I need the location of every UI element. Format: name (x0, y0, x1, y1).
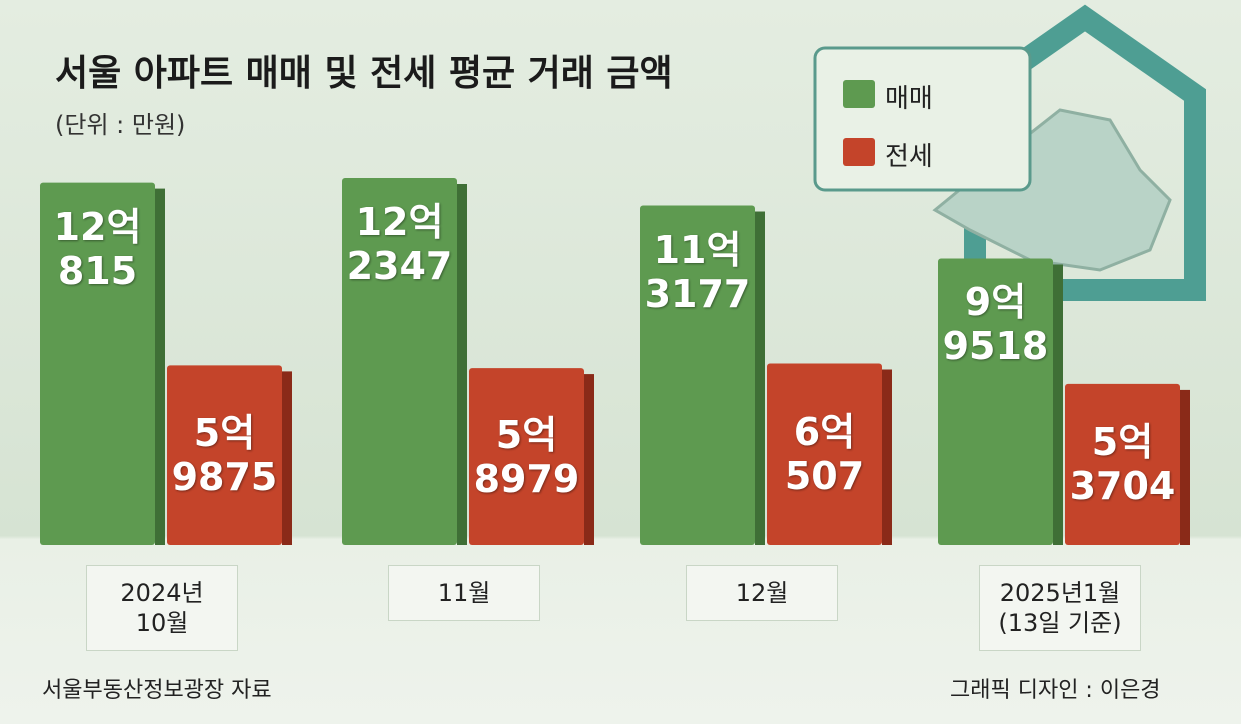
bar-side (1053, 264, 1063, 545)
chart-subtitle: (단위 : 만원) (55, 111, 186, 139)
legend-label: 전세 (885, 142, 933, 172)
credit: 그래픽 디자인 : 이은경 (950, 678, 1161, 703)
value-label: 5억 9875 (171, 411, 278, 500)
value-label: 5억 8979 (473, 412, 580, 501)
bar (1065, 383, 1180, 545)
bar (938, 258, 1053, 545)
bar-side (584, 374, 594, 545)
x-tick-label: 12월 (686, 565, 838, 621)
bar (40, 182, 155, 545)
legend-label: 매매 (885, 84, 933, 114)
chart-title: 서울 아파트 매매 및 전세 평균 거래 금액 (55, 53, 673, 94)
value-label: 6억 507 (784, 410, 865, 499)
x-tick-label: 2024년 10월 (86, 565, 238, 651)
bar (342, 178, 457, 545)
bar-side (882, 369, 892, 545)
x-tick-label: 11월 (388, 565, 540, 621)
value-label: 12억 2347 (346, 200, 453, 288)
value-label: 12억 815 (53, 204, 142, 293)
bar-side (1180, 389, 1190, 545)
bar (469, 368, 584, 545)
bar-side (755, 211, 765, 545)
x-tick-label: 2025년1월 (13일 기준) (979, 565, 1141, 651)
source: 서울부동산정보광장 자료 (42, 678, 272, 703)
legend-swatch (843, 138, 875, 166)
bar (767, 363, 882, 545)
bar-side (155, 188, 165, 545)
bar-side (457, 184, 467, 545)
value-label: 11억 3177 (644, 227, 751, 316)
bar (640, 205, 755, 545)
bar-side (282, 371, 292, 545)
legend-swatch (843, 80, 875, 108)
bar (167, 365, 282, 545)
value-label: 5억 3704 (1069, 420, 1176, 509)
value-label: 9억 9518 (942, 280, 1049, 369)
